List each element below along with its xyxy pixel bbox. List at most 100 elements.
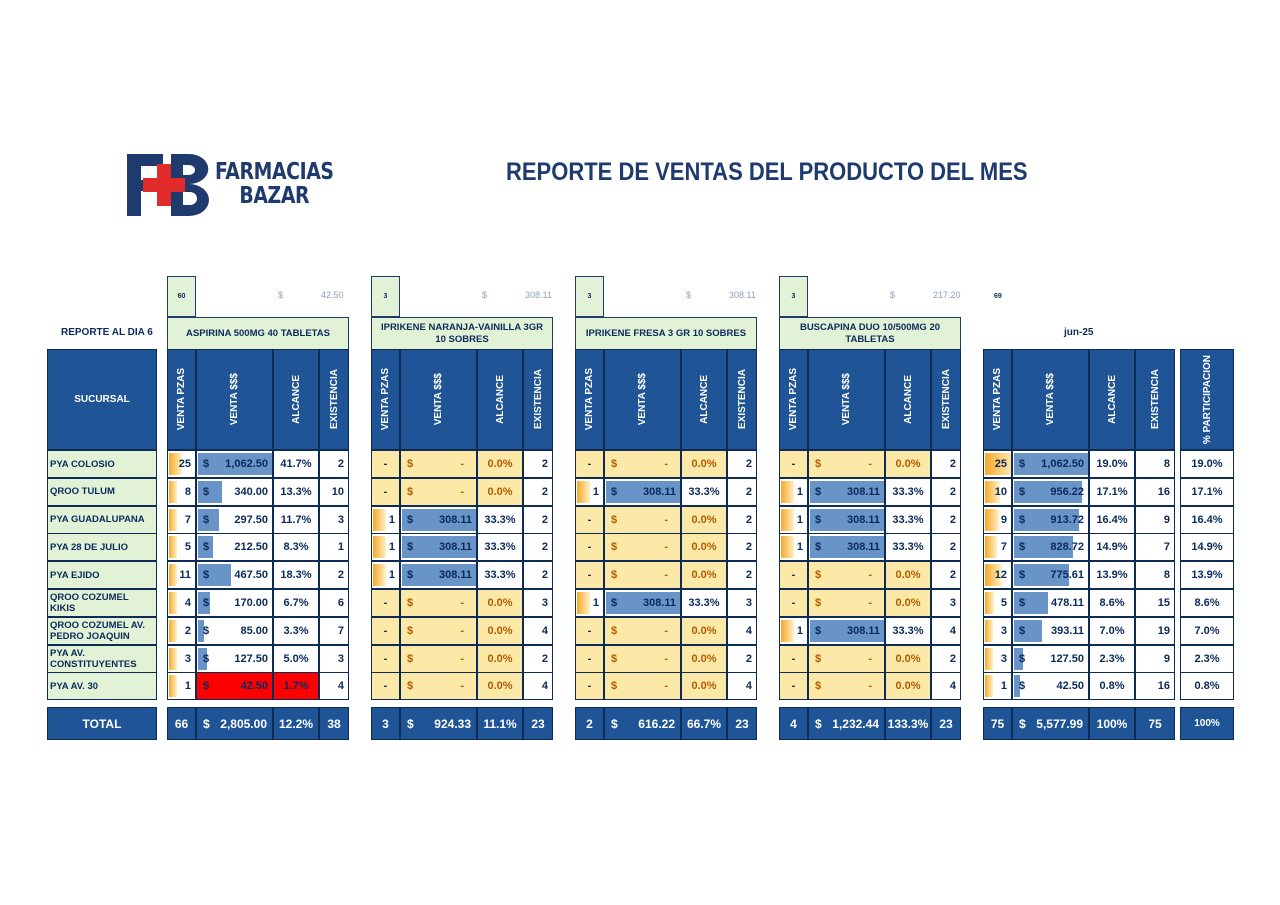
product-price-value: 217.20 [933, 290, 961, 300]
existencia-value: 9 [1163, 513, 1170, 526]
branch-name: PYA COLOSIO [50, 458, 115, 470]
venta-dinero-value: - [868, 652, 872, 665]
existencia-value: 7 [1163, 541, 1170, 554]
pzas-data-bar [577, 480, 591, 503]
venta-pzas-cell: 1 [779, 616, 808, 645]
venta-dinero-cell: $ - [604, 450, 681, 478]
participacion-cell: 8.6% [1180, 589, 1234, 617]
venta-dinero-cell: $308.11 [400, 533, 477, 562]
venta-dinero-cell: $913.72 [1012, 505, 1089, 534]
venta-dinero-value: - [664, 680, 668, 693]
total-pzas-value: 3 [382, 716, 389, 731]
venta-dinero-value: - [460, 624, 464, 637]
existencia-cell: 2 [523, 533, 553, 562]
product-0-header-existencia: EXISTENCIA [319, 349, 349, 450]
alcance-cell: 33.3% [885, 505, 931, 534]
venta-dinero-cell: $308.11 [808, 477, 885, 506]
venta-dinero-cell: $ - [400, 450, 477, 478]
branch-name: PYA AV. CONSTITUYENTES [50, 647, 137, 670]
venta-pzas-value: 11 [179, 569, 191, 582]
participacion-value: 13.9% [1191, 569, 1223, 582]
alcance-cell: 0.0% [885, 644, 931, 673]
report-day-label: REPORTE AL DIA 6 [61, 327, 153, 338]
pzas-data-bar [985, 619, 993, 642]
venta-pzas-value: 25 [994, 458, 1007, 470]
venta-pzas-value: 3 [184, 652, 191, 665]
dollar-sign: $ [611, 624, 618, 637]
alcance-cell: 33.3% [681, 589, 727, 617]
venta-dinero-cell: $ - [400, 672, 477, 701]
venta-dinero-cell: $297.50 [196, 505, 273, 534]
existencia-value: 4 [745, 624, 752, 637]
product-3-header-dinero: VENTA $$$ [808, 349, 885, 450]
venta-dinero-value: 1,062.50 [1041, 458, 1084, 470]
participacion-cell: 19.0% [1180, 450, 1234, 478]
alcance-cell: 0.8% [1089, 672, 1135, 701]
existencia-cell: 16 [1135, 672, 1175, 701]
venta-pzas-value: 3 [1000, 624, 1007, 637]
venta-dinero-value: 127.50 [234, 652, 268, 665]
product-1-header-pzas: VENTA PZAS [371, 349, 400, 450]
existencia-cell: 2 [727, 505, 757, 534]
alcance-cell: 3.3% [273, 616, 319, 645]
product-name-header: IPRIKENE NARANJA-VAINILLA 3GR 10 SOBRES [371, 317, 553, 350]
alcance-value: 6.7% [283, 597, 309, 609]
existencia-cell: 2 [523, 477, 553, 506]
venta-pzas-cell: 8 [167, 477, 196, 506]
venta-data-bar [1014, 536, 1073, 559]
alcance-cell: 0.0% [885, 450, 931, 478]
total-venta-value: 5,577.99 [1036, 716, 1083, 731]
venta-pzas-value: - [383, 485, 388, 498]
product-goal: 3 [587, 293, 592, 300]
dollar-sign: $ [1019, 541, 1026, 554]
existencia-value: 4 [949, 680, 956, 693]
product-name-header: BUSCAPINA DUO 10/500MG 20 TABLETAS [779, 317, 961, 350]
product-2-header-existencia: EXISTENCIA [727, 349, 757, 450]
venta-pzas-cell: - [575, 672, 604, 701]
branch-name: PYA EJIDO [50, 569, 100, 581]
dollar-sign: $ [407, 485, 414, 498]
pzas-data-bar [781, 536, 795, 559]
venta-dinero-value: - [868, 458, 872, 470]
venta-pzas-cell: 1 [575, 477, 604, 506]
venta-pzas-value: - [791, 597, 796, 609]
existencia-value: 4 [541, 624, 548, 637]
product-0-header-alcance: ALCANCE [273, 349, 319, 450]
existencia-value: 2 [541, 541, 548, 554]
product-name: BUSCAPINA DUO 10/500MG 20 TABLETAS [799, 321, 941, 345]
alcance-value: 18.3% [280, 569, 312, 582]
venta-pzas-value: - [383, 597, 388, 609]
alcance-cell: 33.3% [477, 533, 523, 562]
participacion-cell: 13.9% [1180, 561, 1234, 590]
venta-dinero-cell: $ - [808, 672, 885, 701]
existencia-cell: 3 [523, 589, 553, 617]
participacion-value: 2.3% [1194, 652, 1220, 665]
product-1-header-existencia: EXISTENCIA [523, 349, 553, 450]
logo-text: FARMACIAS BAZAR [215, 160, 334, 208]
venta-dinero-value: 42.50 [240, 680, 268, 693]
alcance-cell: 7.0% [1089, 616, 1135, 645]
venta-dinero-cell: $308.11 [808, 533, 885, 562]
venta-pzas-cell: - [779, 450, 808, 478]
venta-pzas-cell: 12 [983, 561, 1012, 590]
venta-pzas-cell: 1 [167, 672, 196, 701]
existencia-cell: 2 [727, 450, 757, 478]
fb-logo-icon [127, 154, 209, 216]
pzas-data-bar [169, 508, 177, 531]
summary-goal: 69 [994, 293, 1002, 300]
dollar-sign: $ [203, 680, 210, 693]
venta-pzas-value: 12 [994, 569, 1007, 582]
venta-dinero-value: 308.11 [438, 541, 472, 554]
total-dollar-sign: $ [407, 716, 414, 731]
venta-dinero-value: 308.11 [642, 485, 676, 498]
dollar-sign: $ [203, 597, 210, 609]
dollar-sign: $ [203, 624, 210, 637]
venta-pzas-cell: 3 [167, 644, 196, 673]
alcance-cell: 0.0% [477, 672, 523, 701]
alcance-value: 0.0% [895, 597, 921, 609]
alcance-value: 0.0% [691, 458, 717, 470]
existencia-cell: 2 [523, 561, 553, 590]
existencia-cell: 2 [727, 644, 757, 673]
venta-pzas-cell: - [779, 589, 808, 617]
total-label: TOTAL [82, 716, 122, 731]
